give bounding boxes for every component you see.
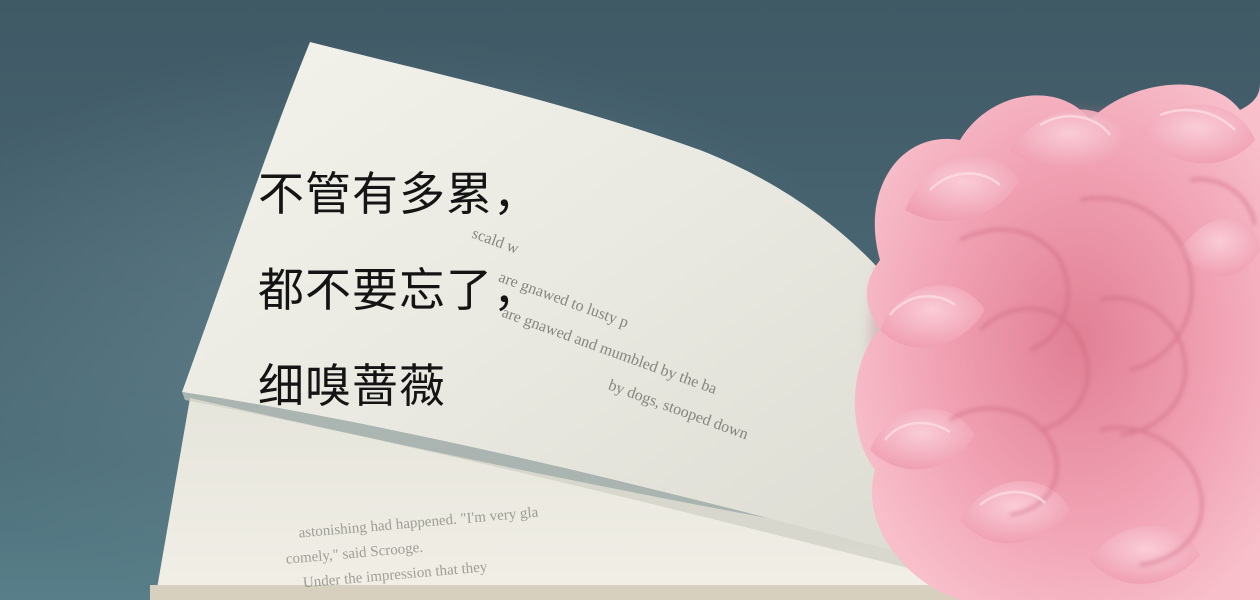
quote-line-2: 都不要忘了， bbox=[258, 263, 540, 317]
carnation-flower bbox=[854, 80, 1260, 600]
quote-text: 不管有多累， 都不要忘了， 细嗅蔷薇 bbox=[258, 146, 540, 434]
upper-book-page: scald w are gnawed to lusty p are gnawed… bbox=[182, 42, 935, 575]
lower-book-page: astonishing had happened. "I'm very gla … bbox=[150, 398, 1010, 600]
quote-line-3: 细嗅蔷薇 bbox=[258, 359, 446, 413]
quote-line-1: 不管有多累， bbox=[258, 167, 540, 221]
